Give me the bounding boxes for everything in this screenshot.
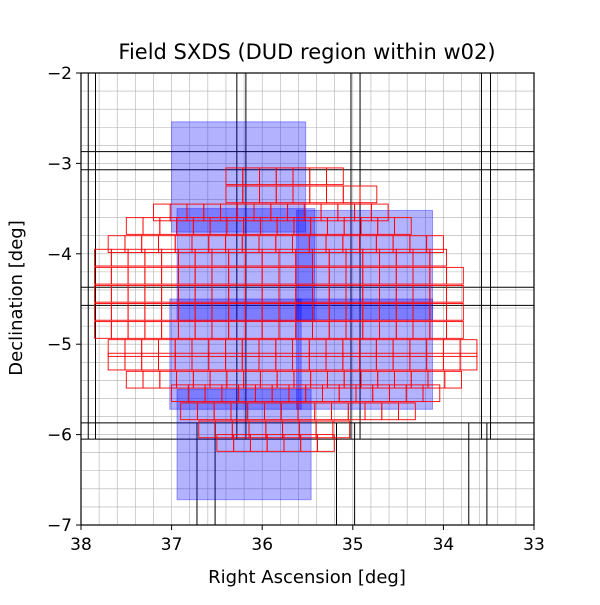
red-patch xyxy=(394,217,412,235)
red-patch xyxy=(141,235,159,253)
red-patch xyxy=(127,248,146,267)
red-patch xyxy=(142,217,161,235)
red-patch xyxy=(110,248,129,267)
red-patch xyxy=(446,266,464,285)
red-patch xyxy=(110,321,129,339)
red-patch xyxy=(426,235,444,253)
y-tick-label: −4 xyxy=(47,245,72,265)
red-patch xyxy=(107,235,126,253)
x-tick-label: 37 xyxy=(161,535,183,555)
red-patch xyxy=(94,248,112,267)
red-patch xyxy=(459,339,478,357)
red-patch xyxy=(161,248,179,267)
red-patch xyxy=(359,185,378,204)
red-patch xyxy=(309,185,327,204)
blue-pointing xyxy=(171,121,307,233)
x-axis-label: Right Ascension [deg] xyxy=(208,567,406,588)
red-patch xyxy=(94,266,112,285)
red-patch xyxy=(127,321,146,339)
red-patch xyxy=(127,266,146,285)
x-axis-ticks: 38 37 36 35 34 33 xyxy=(70,525,545,555)
x-tick-label: 36 xyxy=(251,535,273,555)
y-tick-label: −7 xyxy=(47,516,72,536)
red-patch xyxy=(110,303,129,321)
red-patch xyxy=(94,284,112,303)
x-tick-label: 38 xyxy=(70,535,92,555)
red-patch xyxy=(110,284,129,303)
red-patch xyxy=(309,167,327,186)
red-patch xyxy=(124,352,143,371)
plot-area xyxy=(81,73,534,525)
red-patch xyxy=(141,352,159,371)
red-patch xyxy=(125,370,144,389)
red-patch xyxy=(398,402,416,421)
x-tick-label: 34 xyxy=(433,535,455,555)
blue-pointing xyxy=(296,298,434,410)
red-patch xyxy=(332,420,351,439)
red-patch xyxy=(446,321,464,339)
red-patch xyxy=(444,370,462,389)
y-axis-label: Declination [deg] xyxy=(6,220,27,375)
y-tick-label: −5 xyxy=(47,335,72,355)
red-patch xyxy=(127,303,146,321)
chart-title: Field SXDS (DUD region within w02) xyxy=(118,40,495,64)
red-patch xyxy=(326,167,344,186)
black-patch-boundaries xyxy=(81,73,534,525)
red-patch xyxy=(153,203,171,222)
red-patch xyxy=(442,352,461,371)
red-patch xyxy=(158,235,176,253)
red-patch xyxy=(124,235,143,253)
red-patch xyxy=(125,217,144,235)
red-patch xyxy=(161,266,179,285)
red-patch xyxy=(94,303,112,321)
y-tick-label: −2 xyxy=(47,64,72,84)
red-patch xyxy=(110,266,129,285)
red-patch xyxy=(370,203,389,222)
red-patch xyxy=(142,370,161,389)
y-tick-label: −6 xyxy=(47,426,72,446)
x-tick-label: 33 xyxy=(523,535,545,555)
blue-pointing xyxy=(176,388,312,501)
red-patch xyxy=(442,339,461,357)
red-patch xyxy=(107,352,126,371)
red-patch xyxy=(317,434,335,452)
red-patch xyxy=(127,284,146,303)
blue-pointing xyxy=(296,209,434,321)
axes-frame xyxy=(80,72,535,526)
red-patch xyxy=(315,420,334,439)
red-patches xyxy=(94,167,478,452)
red-patch xyxy=(342,185,361,204)
red-patch xyxy=(459,352,478,371)
red-patch xyxy=(446,284,464,303)
red-patch xyxy=(422,384,441,403)
y-tick-label: −3 xyxy=(47,154,72,174)
blue-pointings xyxy=(169,121,434,501)
red-patch xyxy=(107,339,126,357)
red-patch xyxy=(141,339,159,357)
red-patch xyxy=(429,248,448,267)
x-tick-label: 35 xyxy=(342,535,364,555)
red-patch xyxy=(94,321,112,339)
fine-grid xyxy=(81,73,534,525)
red-patch xyxy=(446,303,464,321)
red-patch xyxy=(124,339,143,357)
y-axis-ticks: −2 −3 −4 −5 −6 −7 xyxy=(47,64,81,536)
